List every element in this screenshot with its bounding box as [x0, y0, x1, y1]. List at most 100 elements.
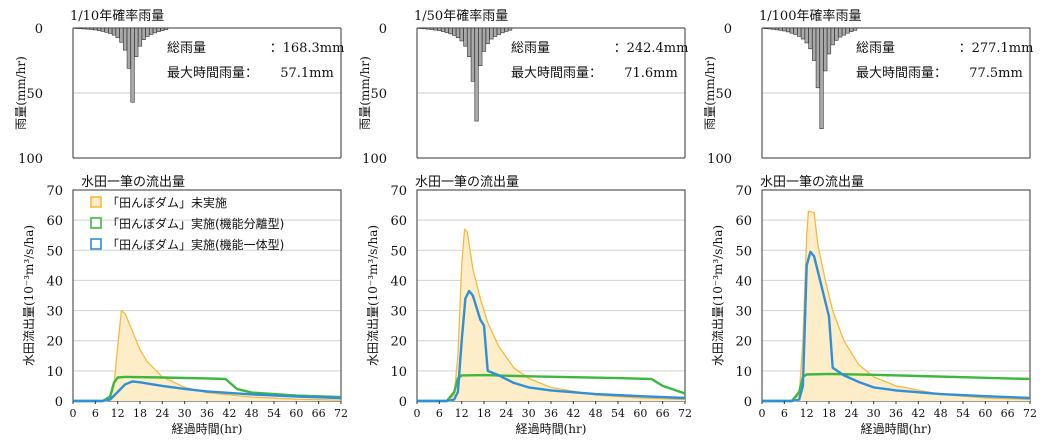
y-tick-label: 50	[26, 87, 43, 102]
rain-bar	[834, 27, 839, 41]
series-line-2	[73, 375, 342, 403]
rain-bar	[444, 27, 449, 33]
x-tick-label: 72	[1023, 407, 1037, 420]
rain-bar	[163, 27, 169, 30]
x-tick-label: 66	[656, 407, 670, 420]
x-tick-label: 18	[133, 407, 147, 420]
x-tick-label: 66	[1001, 407, 1015, 420]
y-axis-label: 水田流出量(10⁻³m³/s/ha)	[22, 225, 36, 366]
rain-bar	[418, 27, 423, 29]
rain-bar	[800, 27, 806, 40]
x-tick-label: 42	[222, 407, 236, 420]
stat-value: 77.5mm	[969, 66, 1023, 81]
x-tick-label: 60	[978, 407, 992, 420]
x-tick-label: 24	[844, 407, 858, 420]
rain-bar	[485, 27, 490, 44]
stat-label: 総雨量	[511, 41, 550, 56]
x-tick-label: 60	[289, 407, 303, 420]
rain-bar	[100, 27, 105, 32]
rain-bar	[426, 27, 431, 30]
y-tick-label: 0	[724, 22, 732, 37]
stat-label: 総雨量	[856, 41, 895, 56]
rain-bar	[145, 27, 150, 37]
rain-bar	[115, 27, 120, 39]
x-tick-label: 6	[92, 407, 99, 420]
stat-value: ：168.3mm	[270, 41, 345, 56]
y-axis-label: 雨量(mm/hr)	[358, 56, 372, 130]
y-tick-label: 30	[46, 305, 63, 320]
rain-bar	[111, 27, 117, 36]
rain-bar	[93, 27, 98, 31]
x-tick-label: 12	[800, 407, 814, 420]
legend: 「田んぼダム」未実施「田んぼダム」実施(機能分離型) 「田んぼダム」実施(機能一体…	[90, 195, 284, 252]
x-tick-label: 0	[70, 407, 77, 420]
x-axis-label: 経過時間(hr)	[516, 422, 587, 436]
legend-label: 「田んぼダム」未実施	[107, 195, 227, 210]
x-tick-label: 12	[111, 407, 125, 420]
y-axis-label: 雨量(mm/hr)	[703, 56, 717, 130]
rain-bar	[830, 27, 835, 46]
rain-bar	[422, 27, 427, 30]
stat-value: ：242.4mm	[614, 41, 689, 56]
y-tick-label: 30	[390, 305, 407, 320]
y-tick-label: 0	[399, 395, 407, 410]
x-tick-label: 48	[934, 407, 948, 420]
rain-bar	[808, 27, 813, 50]
x-tick-label: 18	[822, 407, 836, 420]
x-tick-label: 72	[334, 407, 348, 420]
flow-title: 水田一筆の流出量	[415, 175, 519, 190]
rain-bar	[108, 27, 113, 34]
series-line-1	[417, 228, 686, 402]
rain-bar	[500, 27, 505, 34]
legend-label: 「田んぼダム」実施(機能分離型)	[107, 216, 284, 231]
y-tick-label: 40	[46, 274, 63, 289]
rain-bar	[78, 27, 83, 29]
rain-bar	[134, 27, 139, 57]
rain-bar	[496, 27, 501, 35]
y-tick-label: 10	[735, 365, 752, 380]
x-tick-label: 12	[455, 407, 469, 420]
y-tick-label: 60	[46, 214, 63, 229]
rain-bar	[89, 27, 94, 30]
rain-bar	[763, 27, 768, 29]
rain-bar	[137, 27, 143, 47]
rain-bar	[804, 27, 809, 44]
rain-bar	[82, 27, 87, 30]
flow-chart-3: 0 10 20 30 40 50 60 70 0 6 12 18 24 30 36 42 48 54 60 66 72 経…	[711, 175, 1037, 436]
rain-bar	[774, 27, 779, 31]
y-tick-label: 40	[735, 274, 752, 289]
rain-bar	[119, 27, 124, 43]
series-line-3	[762, 250, 1031, 403]
rain-bar	[845, 27, 850, 34]
rain-bar	[493, 27, 498, 37]
y-tick-label: 10	[390, 365, 407, 380]
rain-bar	[815, 27, 820, 89]
y-tick-label: 100	[18, 152, 43, 167]
rain-bar	[841, 27, 846, 36]
rain-title: 1/50年確率雨量	[414, 8, 508, 24]
y-tick-label: 100	[707, 152, 732, 167]
flow-chart-2: 0 10 20 30 40 50 60 70 0 6 12 18 24 30 36 42 48 54 60 66 72 経…	[366, 175, 692, 436]
stat-label: 最大時間雨量：	[511, 66, 602, 81]
rain-bar	[470, 27, 475, 82]
stat-value: 57.1mm	[280, 66, 334, 81]
y-tick-label: 0	[744, 395, 752, 410]
x-tick-label: 24	[155, 407, 169, 420]
series-line-2	[417, 373, 686, 403]
rain-title: 1/100年確率雨量	[759, 8, 861, 24]
rain-bar	[771, 27, 776, 30]
x-tick-label: 6	[436, 407, 443, 420]
x-tick-label: 18	[477, 407, 491, 420]
rain-bar	[104, 27, 109, 33]
y-tick-label: 40	[390, 274, 407, 289]
rain-bar	[819, 27, 824, 130]
x-tick-label: 42	[911, 407, 925, 420]
rain-bar	[160, 27, 165, 31]
flow-chart-1: 0 10 20 30 40 50 60 70 0 6 12 18 24 30 36 42 48 54 60 66 72 経…	[22, 175, 348, 436]
y-tick-label: 50	[370, 87, 387, 102]
y-tick-label: 0	[35, 22, 43, 37]
rain-bar	[74, 27, 79, 29]
y-tick-label: 70	[390, 184, 407, 199]
y-axis-label: 水田流出量(10⁻³m³/s/ha)	[711, 225, 725, 366]
